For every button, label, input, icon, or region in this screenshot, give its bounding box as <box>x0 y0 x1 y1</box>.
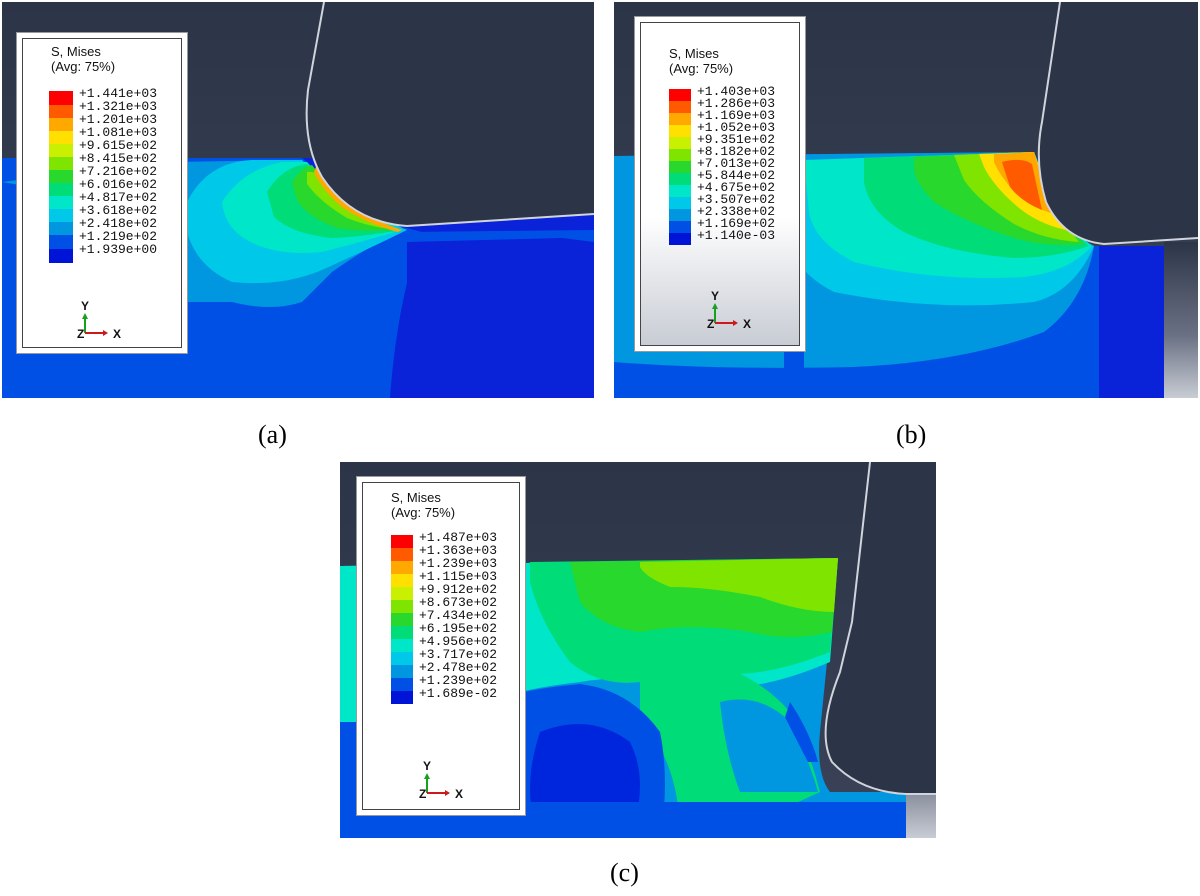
legend-value: +5.844e+02 <box>697 168 776 183</box>
legend-value: +1.689e-02 <box>419 686 498 701</box>
legend-value: +8.415e+02 <box>79 151 158 166</box>
axis-triad: Y Z X <box>77 295 137 345</box>
legend-title: S, Mises <box>669 46 719 61</box>
axis-y-label: Y <box>711 289 720 303</box>
legend-subtitle: (Avg: 75%) <box>51 59 116 74</box>
axis-y-label: Y <box>81 299 90 313</box>
legend-value: +8.182e+02 <box>697 144 776 159</box>
legend-value: +3.717e+02 <box>419 647 498 662</box>
legend-value: +3.507e+02 <box>697 192 776 207</box>
axis-x-label: X <box>113 327 122 341</box>
axis-z-label: Z <box>419 787 427 801</box>
axis-y-label: Y <box>423 759 432 773</box>
legend-value: +1.487e+03 <box>419 530 498 545</box>
legend-value: +1.169e+03 <box>697 108 776 123</box>
panel-b: S, Mises (Avg: 75%) +1.403e+03 +1.286e+0… <box>614 2 1198 398</box>
legend-value: +1.403e+03 <box>697 84 776 99</box>
axis-x-label: X <box>743 317 752 331</box>
legend-value: +1.363e+03 <box>419 543 498 558</box>
legend-value: +4.956e+02 <box>419 634 498 649</box>
legend-value: +7.216e+02 <box>79 164 158 179</box>
legend-value: +1.201e+03 <box>79 112 158 127</box>
legend-value: +1.939e+00 <box>79 242 158 257</box>
legend-value: +4.675e+02 <box>697 180 776 195</box>
simulation-a <box>2 2 594 398</box>
legend-value: +2.418e+02 <box>79 216 158 231</box>
caption-b: (b) <box>896 420 927 449</box>
axis-triad: Y Z X <box>419 757 479 807</box>
legend-value: +2.338e+02 <box>697 204 776 219</box>
axis-z-label: Z <box>77 327 85 341</box>
caption-a: (a) <box>258 420 287 449</box>
legend-subtitle: (Avg: 75%) <box>669 61 734 76</box>
legend-value: +2.478e+02 <box>419 660 498 675</box>
legend-value: +1.052e+03 <box>697 120 776 135</box>
axis-z-label: Z <box>707 317 715 331</box>
legend-value: +1.219e+02 <box>79 229 158 244</box>
legend-c: S, Mises (Avg: 75%) +1.487e+03 +1.363e+0… <box>356 476 526 816</box>
legend-a: S, Mises (Avg: 75%) +1.441e+03 +1.321e+0… <box>16 32 188 354</box>
legend-title: S, Mises <box>51 44 101 59</box>
legend-value: +7.013e+02 <box>697 156 776 171</box>
caption-c: (c) <box>610 858 639 887</box>
legend-value: +1.239e+02 <box>419 673 498 688</box>
legend-value: +9.615e+02 <box>79 138 158 153</box>
legend-value: +3.618e+02 <box>79 203 158 218</box>
legend-value: +1.081e+03 <box>79 125 158 140</box>
legend-value: +1.441e+03 <box>79 86 158 101</box>
color-bar <box>49 91 73 263</box>
color-bar <box>391 535 413 704</box>
legend-value: +9.351e+02 <box>697 132 776 147</box>
legend-value: +1.239e+03 <box>419 556 498 571</box>
legend-title: S, Mises <box>391 490 441 505</box>
legend-value: +1.321e+03 <box>79 99 158 114</box>
legend-value: +4.817e+02 <box>79 190 158 205</box>
legend-value: +7.434e+02 <box>419 608 498 623</box>
legend-subtitle: (Avg: 75%) <box>391 505 456 520</box>
legend-value: +1.115e+03 <box>419 569 498 584</box>
legend-value: +1.286e+03 <box>697 96 776 111</box>
legend-value: +6.195e+02 <box>419 621 498 636</box>
axis-x-label: X <box>455 787 464 801</box>
panel-a: S, Mises (Avg: 75%) +1.441e+03 +1.321e+0… <box>2 2 594 398</box>
legend-value: +9.912e+02 <box>419 582 498 597</box>
legend-b: S, Mises (Avg: 75%) +1.403e+03 +1.286e+0… <box>634 16 806 352</box>
axis-triad: Y Z X <box>707 287 767 337</box>
legend-value: +6.016e+02 <box>79 177 158 192</box>
legend-value: +1.140e-03 <box>697 228 776 243</box>
legend-value: +8.673e+02 <box>419 595 498 610</box>
panel-c: S, Mises (Avg: 75%) +1.487e+03 +1.363e+0… <box>340 462 936 838</box>
legend-value: +1.169e+02 <box>697 216 776 231</box>
color-bar <box>669 89 691 245</box>
